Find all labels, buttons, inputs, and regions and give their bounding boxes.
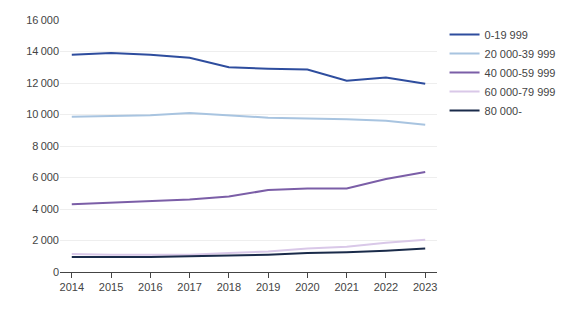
svg-text:2019: 2019 [256, 281, 280, 293]
svg-text:60 000-79 999: 60 000-79 999 [485, 86, 556, 98]
svg-text:2018: 2018 [217, 281, 241, 293]
svg-text:2023: 2023 [413, 281, 437, 293]
svg-text:2021: 2021 [334, 281, 358, 293]
svg-text:2017: 2017 [177, 281, 201, 293]
svg-text:12 000: 12 000 [26, 77, 59, 89]
svg-text:4 000: 4 000 [32, 203, 59, 215]
svg-text:80 000-: 80 000- [485, 105, 523, 117]
svg-text:2022: 2022 [374, 281, 398, 293]
svg-text:10 000: 10 000 [26, 108, 59, 120]
svg-text:2 000: 2 000 [32, 234, 59, 246]
svg-text:2016: 2016 [138, 281, 162, 293]
svg-text:6 000: 6 000 [32, 171, 59, 183]
svg-text:2014: 2014 [60, 281, 84, 293]
svg-text:0: 0 [53, 266, 59, 278]
svg-text:16 000: 16 000 [26, 14, 59, 26]
svg-text:20 000-39 999: 20 000-39 999 [485, 48, 556, 60]
svg-text:0-19 999: 0-19 999 [485, 29, 528, 41]
svg-text:2015: 2015 [99, 281, 123, 293]
svg-text:8 000: 8 000 [32, 140, 59, 152]
svg-text:14 000: 14 000 [26, 45, 59, 57]
svg-text:2020: 2020 [295, 281, 319, 293]
svg-text:40 000-59 999: 40 000-59 999 [485, 67, 556, 79]
